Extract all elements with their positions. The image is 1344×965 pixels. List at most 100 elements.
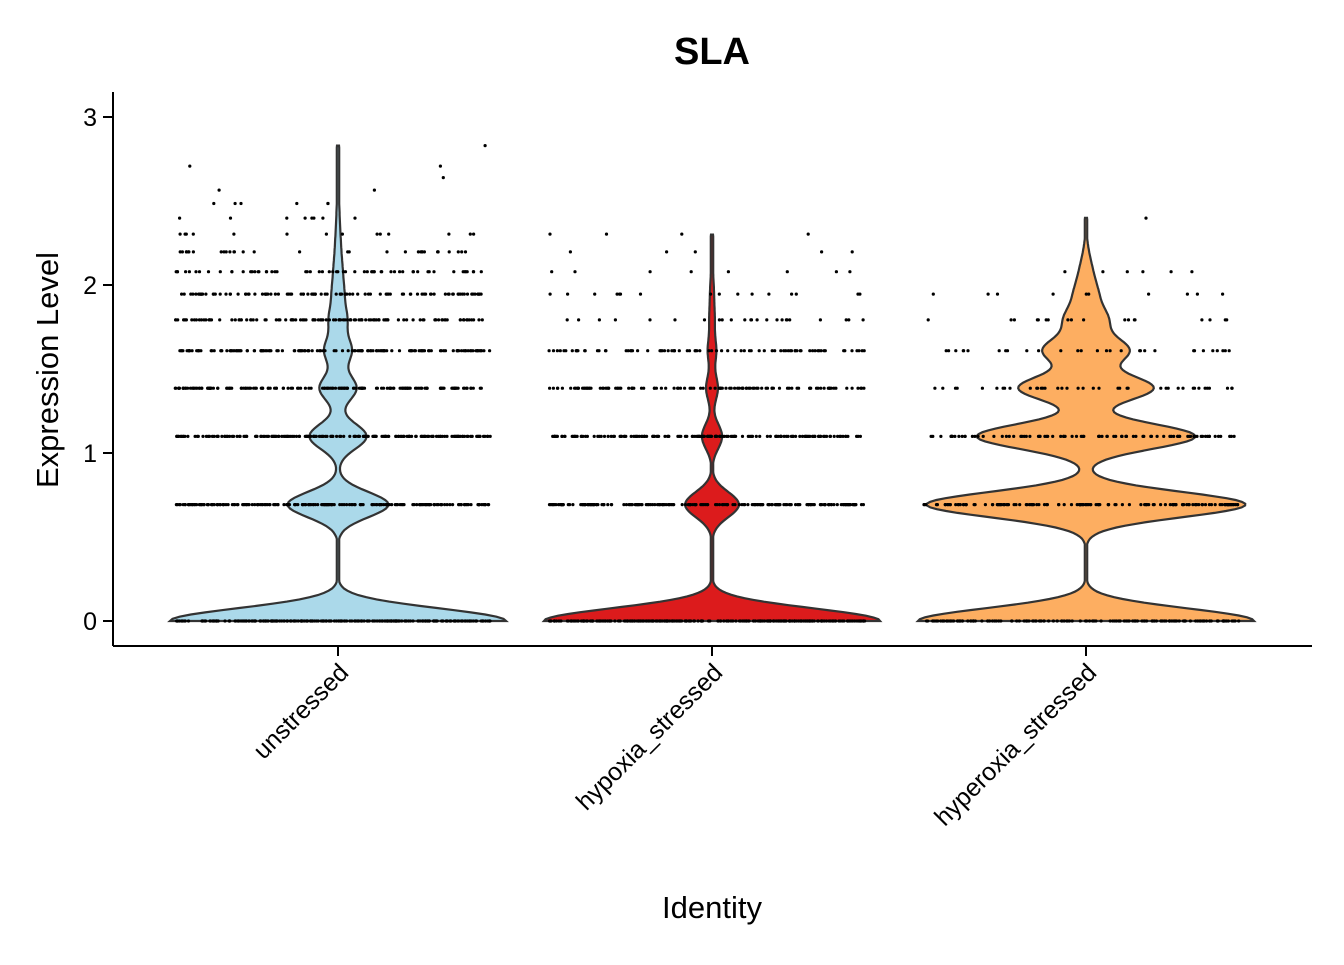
point-unstressed-1-98 (221, 503, 225, 507)
point-unstressed-1-165 (345, 503, 349, 507)
point-unstressed-1-45 (332, 503, 336, 507)
point-unstressed-3-154 (195, 386, 199, 390)
point-hypoxia_stressed-3-73 (616, 386, 620, 390)
point-hypoxia_stressed-4-70 (629, 349, 633, 353)
point-hypoxia_stressed-4-28 (850, 349, 854, 353)
point-hypoxia_stressed-4-23 (808, 349, 812, 353)
point-hyperoxia_stressed-9-0 (1144, 216, 1148, 220)
point-unstressed-6-67 (429, 292, 433, 296)
point-hyperoxia_stressed-1-138 (1185, 503, 1189, 507)
point-unstressed-6-3 (443, 292, 447, 296)
point-hypoxia_stressed-3-36 (573, 386, 577, 390)
point-unstressed-2-141 (380, 434, 384, 438)
point-hyperoxia_stressed-3-14 (955, 386, 959, 390)
point-hypoxia_stressed-6-1 (790, 292, 794, 296)
point-hyperoxia_stressed-0-138 (1177, 619, 1181, 623)
point-hypoxia_stressed-4-27 (646, 349, 650, 353)
point-hypoxia_stressed-2-148 (705, 434, 710, 438)
point-unstressed-0-244 (339, 619, 343, 623)
point-hypoxia_stressed-2-72 (754, 434, 758, 438)
point-hypoxia_stressed-1-104 (699, 503, 703, 507)
point-hypoxia_stressed-5-4 (673, 318, 677, 322)
point-hypoxia_stressed-4-56 (666, 349, 670, 353)
point-hypoxia_stressed-1-152 (706, 503, 710, 507)
point-unstressed-0-136 (387, 619, 391, 623)
point-hyperoxia_stressed-1-104 (961, 503, 966, 507)
point-hypoxia_stressed-1-157 (649, 503, 653, 507)
point-unstressed-4-130 (297, 349, 302, 353)
point-unstressed-1-4 (250, 503, 254, 507)
point-unstressed-0-242 (403, 619, 407, 623)
point-unstressed-7-56 (327, 270, 331, 274)
point-hypoxia_stressed-2-146 (709, 434, 713, 438)
point-hyperoxia_stressed-3-15 (1176, 386, 1180, 390)
point-hypoxia_stressed-0-208 (753, 619, 758, 623)
point-unstressed-6-94 (306, 292, 310, 296)
point-unstressed-0-257 (236, 619, 240, 623)
point-hypoxia_stressed-1-22 (691, 503, 695, 507)
point-unstressed-1-107 (230, 503, 234, 507)
y-tick-label-0: 0 (83, 608, 97, 636)
point-unstressed-6-86 (473, 292, 477, 296)
point-hyperoxia_stressed-1-107 (1209, 503, 1214, 507)
point-unstressed-3-82 (345, 386, 349, 390)
point-hypoxia_stressed-4-31 (733, 349, 737, 353)
point-unstressed-0-87 (375, 619, 379, 623)
point-unstressed-2-36 (342, 434, 346, 438)
point-hyperoxia_stressed-2-39 (1228, 434, 1232, 438)
point-unstressed-2-179 (288, 434, 292, 438)
point-unstressed-14-0 (188, 164, 192, 168)
point-hyperoxia_stressed-0-106 (1172, 619, 1176, 623)
point-hyperoxia_stressed-0-144 (1140, 619, 1144, 623)
point-unstressed-4-109 (259, 349, 263, 353)
point-hypoxia_stressed-2-145 (698, 434, 702, 438)
point-unstressed-4-14 (346, 349, 350, 353)
point-unstressed-5-99 (251, 318, 255, 322)
point-unstressed-11-4 (233, 201, 237, 206)
point-unstressed-0-172 (203, 619, 207, 623)
point-unstressed-8-3 (252, 250, 256, 254)
point-unstressed-2-177 (339, 434, 343, 438)
point-hyperoxia_stressed-1-91 (1120, 503, 1124, 507)
point-hyperoxia_stressed-4-4 (1143, 349, 1147, 353)
point-hypoxia_stressed-1-198 (826, 503, 831, 507)
point-hyperoxia_stressed-1-53 (1151, 503, 1155, 507)
point-unstressed-2-121 (399, 434, 403, 438)
point-unstressed-2-160 (483, 434, 487, 438)
point-unstressed-1-95 (445, 503, 449, 507)
point-hyperoxia_stressed-0-100 (1159, 619, 1163, 623)
point-hyperoxia_stressed-0-121 (1183, 619, 1187, 623)
point-hyperoxia_stressed-4-12 (1025, 349, 1029, 353)
point-hypoxia_stressed-5-2 (577, 318, 581, 322)
point-hyperoxia_stressed-2-72 (1059, 434, 1063, 438)
point-unstressed-6-97 (385, 292, 389, 296)
point-hypoxia_stressed-3-75 (822, 386, 826, 390)
point-unstressed-5-100 (207, 318, 211, 322)
point-unstressed-0-157 (176, 619, 180, 623)
point-unstressed-2-123 (270, 434, 274, 438)
point-hyperoxia_stressed-2-89 (1176, 434, 1180, 438)
point-hyperoxia_stressed-3-17 (1065, 386, 1069, 390)
point-hyperoxia_stressed-3-30 (1159, 386, 1163, 390)
point-hyperoxia_stressed-0-149 (1039, 619, 1043, 623)
point-unstressed-2-70 (230, 434, 234, 438)
point-hyperoxia_stressed-2-59 (1219, 434, 1223, 438)
point-unstressed-5-71 (418, 318, 422, 322)
point-unstressed-4-113 (261, 349, 265, 353)
point-unstressed-0-234 (350, 619, 354, 623)
point-unstressed-3-155 (405, 386, 410, 390)
point-hypoxia_stressed-4-68 (739, 349, 743, 353)
point-unstressed-7-7 (392, 270, 397, 274)
point-unstressed-2-76 (220, 434, 224, 438)
point-unstressed-0-215 (469, 619, 473, 623)
point-unstressed-5-35 (364, 318, 368, 322)
point-hypoxia_stressed-1-151 (667, 503, 671, 507)
point-hyperoxia_stressed-1-131 (1006, 503, 1010, 507)
point-unstressed-0-249 (460, 619, 464, 623)
point-unstressed-5-48 (377, 318, 381, 322)
point-hypoxia_stressed-1-136 (609, 503, 614, 507)
point-unstressed-0-175 (484, 619, 488, 623)
point-hyperoxia_stressed-4-0 (1215, 349, 1219, 353)
point-unstressed-2-171 (193, 434, 197, 438)
point-hypoxia_stressed-6-0 (767, 292, 771, 296)
